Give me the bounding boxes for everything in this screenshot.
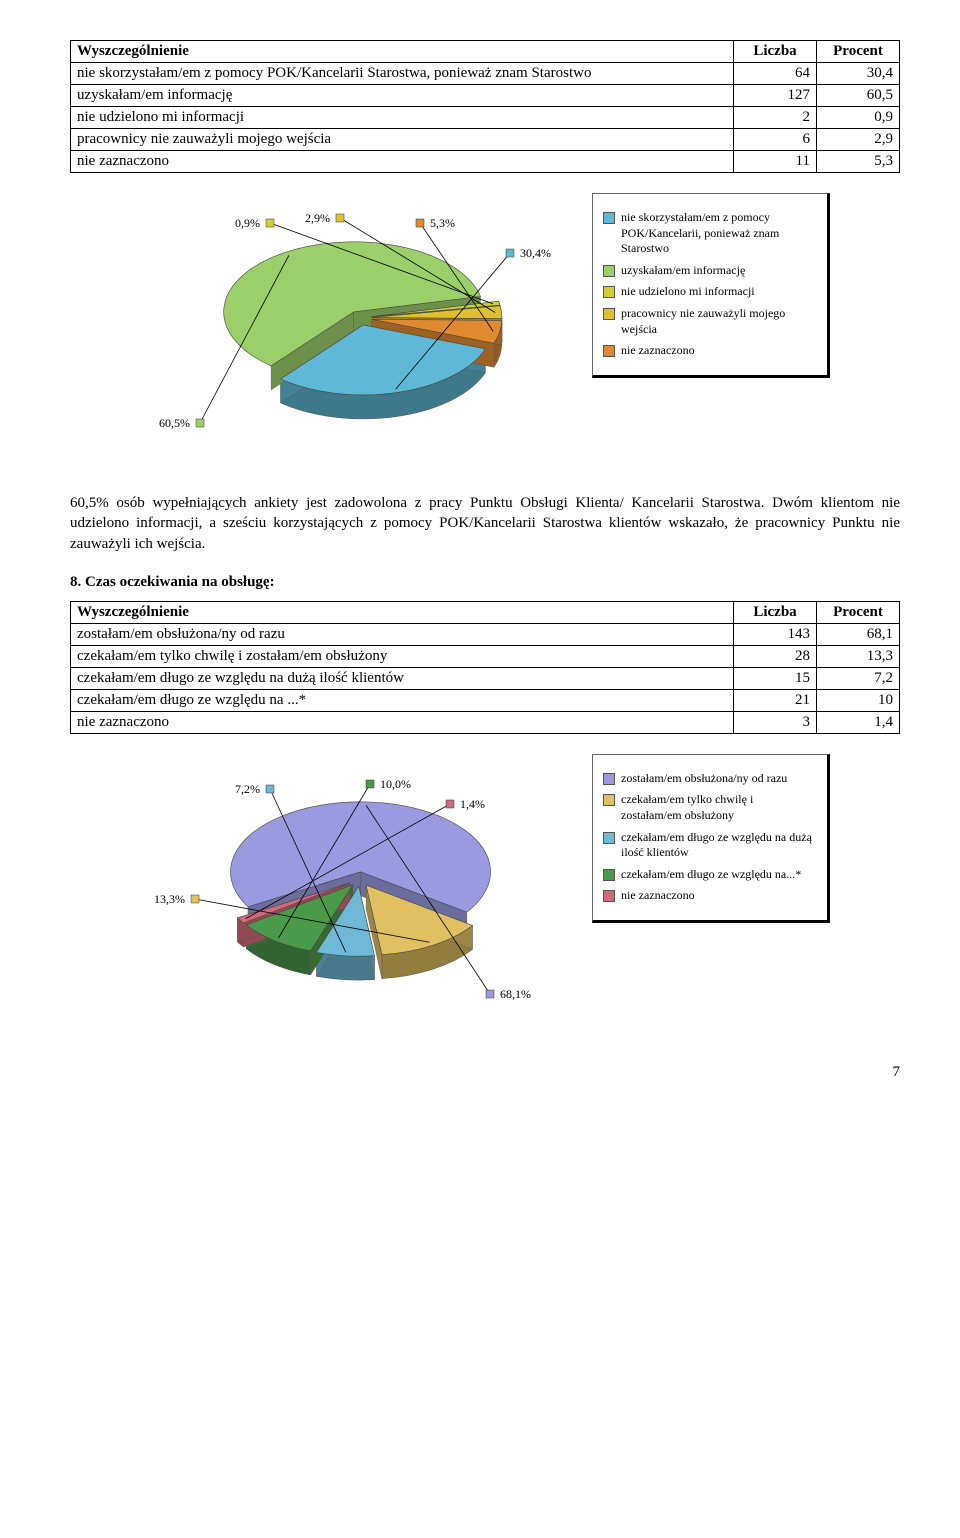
- legend-swatch: [603, 869, 615, 881]
- table-row: uzyskałam/em informację12760,5: [71, 85, 900, 107]
- col-header: Liczba: [734, 41, 817, 63]
- svg-text:10,0%: 10,0%: [380, 777, 411, 791]
- table-row: zostałam/em obsłużona/ny od razu14368,1: [71, 623, 900, 645]
- pie-chart-1: 30,4% 60,5% 0,9% 2,9% 5,3%: [140, 193, 580, 453]
- cell: 6: [734, 129, 817, 151]
- cell: 143: [734, 623, 817, 645]
- cell: 11: [734, 151, 817, 173]
- chart-1-row: 30,4% 60,5% 0,9% 2,9% 5,3% nie skorzystałam/…: [70, 193, 900, 453]
- cell: nie skorzystałam/em z pomocy POK/Kancela…: [71, 63, 734, 85]
- legend-item: czekałam/em długo ze względu na dużą ilo…: [603, 830, 813, 861]
- legend-swatch: [603, 265, 615, 277]
- svg-text:13,3%: 13,3%: [154, 892, 185, 906]
- legend-text: pracownicy nie zauważyli mojego wejścia: [621, 306, 813, 337]
- cell: 2: [734, 107, 817, 129]
- legend-text: czekałam/em tylko chwilę i zostałam/em o…: [621, 792, 813, 823]
- legend-1: nie skorzystałam/em z pomocy POK/Kancela…: [592, 193, 830, 378]
- col-header: Procent: [817, 41, 900, 63]
- table-row: nie zaznaczono115,3: [71, 151, 900, 173]
- legend-text: czekałam/em długo ze względu na...*: [621, 867, 801, 883]
- table-row: nie udzielono mi informacji20,9: [71, 107, 900, 129]
- section-8-title: 8. Czas oczekiwania na obsługę:: [70, 574, 900, 591]
- svg-text:2,9%: 2,9%: [305, 211, 330, 225]
- cell: 30,4: [817, 63, 900, 85]
- cell: 15: [734, 667, 817, 689]
- legend-item: uzyskałam/em informację: [603, 263, 813, 279]
- legend-swatch: [603, 345, 615, 357]
- cell: czekałam/em tylko chwilę i zostałam/em o…: [71, 645, 734, 667]
- cell: 68,1: [817, 623, 900, 645]
- svg-text:0,9%: 0,9%: [235, 216, 260, 230]
- summary-paragraph: 60,5% osób wypełniających ankiety jest z…: [70, 493, 900, 554]
- svg-text:68,1%: 68,1%: [500, 987, 531, 1001]
- col-header: Wyszczególnienie: [71, 41, 734, 63]
- cell: 21: [734, 689, 817, 711]
- legend-text: nie skorzystałam/em z pomocy POK/Kancela…: [621, 210, 813, 257]
- cell: 1,4: [817, 711, 900, 733]
- legend-swatch: [603, 832, 615, 844]
- legend-text: czekałam/em długo ze względu na dużą ilo…: [621, 830, 813, 861]
- table-1: Wyszczególnienie Liczba Procent nie skor…: [70, 40, 900, 173]
- legend-2: zostałam/em obsłużona/ny od razu czekałam…: [592, 754, 830, 923]
- cell: zostałam/em obsłużona/ny od razu: [71, 623, 734, 645]
- legend-item: nie skorzystałam/em z pomocy POK/Kancela…: [603, 210, 813, 257]
- cell: nie zaznaczono: [71, 151, 734, 173]
- table-row: Wyszczególnienie Liczba Procent: [71, 41, 900, 63]
- svg-text:5,3%: 5,3%: [430, 216, 455, 230]
- cell: 10: [817, 689, 900, 711]
- legend-text: uzyskałam/em informację: [621, 263, 745, 279]
- svg-text:7,2%: 7,2%: [235, 782, 260, 796]
- svg-text:30,4%: 30,4%: [520, 246, 551, 260]
- legend-swatch: [603, 773, 615, 785]
- legend-item: czekałam/em długo ze względu na...*: [603, 867, 813, 883]
- cell: uzyskałam/em informację: [71, 85, 734, 107]
- legend-item: pracownicy nie zauważyli mojego wejścia: [603, 306, 813, 337]
- cell: 5,3: [817, 151, 900, 173]
- legend-text: zostałam/em obsłużona/ny od razu: [621, 771, 787, 787]
- table-row: Wyszczególnienie Liczba Procent: [71, 601, 900, 623]
- legend-swatch: [603, 212, 615, 224]
- col-header: Procent: [817, 601, 900, 623]
- table-row: pracownicy nie zauważyli mojego wejścia6…: [71, 129, 900, 151]
- col-header: Liczba: [734, 601, 817, 623]
- cell: 127: [734, 85, 817, 107]
- legend-swatch: [603, 890, 615, 902]
- svg-text:60,5%: 60,5%: [159, 416, 190, 430]
- cell: nie zaznaczono: [71, 711, 734, 733]
- cell: 2,9: [817, 129, 900, 151]
- legend-item: nie zaznaczono: [603, 343, 813, 359]
- table-row: czekałam/em długo ze względu na ...*2110: [71, 689, 900, 711]
- svg-text:1,4%: 1,4%: [460, 797, 485, 811]
- cell: 28: [734, 645, 817, 667]
- table-row: nie skorzystałam/em z pomocy POK/Kancela…: [71, 63, 900, 85]
- legend-text: nie zaznaczono: [621, 888, 695, 904]
- chart-2-row: 68,1% 13,3% 7,2% 10,0% 1,4% zostałam/em obsł…: [70, 754, 900, 1024]
- cell: 13,3: [817, 645, 900, 667]
- col-header: Wyszczególnienie: [71, 601, 734, 623]
- cell: czekałam/em długo ze względu na ...*: [71, 689, 734, 711]
- legend-text: nie udzielono mi informacji: [621, 284, 755, 300]
- table-row: czekałam/em długo ze względu na dużą ilo…: [71, 667, 900, 689]
- cell: 60,5: [817, 85, 900, 107]
- table-2: Wyszczególnienie Liczba Procent zostałam…: [70, 601, 900, 734]
- cell: pracownicy nie zauważyli mojego wejścia: [71, 129, 734, 151]
- legend-item: nie udzielono mi informacji: [603, 284, 813, 300]
- legend-swatch: [603, 286, 615, 298]
- cell: 64: [734, 63, 817, 85]
- legend-item: nie zaznaczono: [603, 888, 813, 904]
- page-number: 7: [70, 1064, 900, 1081]
- cell: czekałam/em długo ze względu na dużą ilo…: [71, 667, 734, 689]
- pie-chart-2: 68,1% 13,3% 7,2% 10,0% 1,4%: [140, 754, 580, 1024]
- cell: 3: [734, 711, 817, 733]
- table-row: czekałam/em tylko chwilę i zostałam/em o…: [71, 645, 900, 667]
- legend-text: nie zaznaczono: [621, 343, 695, 359]
- legend-swatch: [603, 794, 615, 806]
- legend-item: czekałam/em tylko chwilę i zostałam/em o…: [603, 792, 813, 823]
- table-row: nie zaznaczono31,4: [71, 711, 900, 733]
- legend-item: zostałam/em obsłużona/ny od razu: [603, 771, 813, 787]
- legend-swatch: [603, 308, 615, 320]
- cell: 0,9: [817, 107, 900, 129]
- cell: nie udzielono mi informacji: [71, 107, 734, 129]
- cell: 7,2: [817, 667, 900, 689]
